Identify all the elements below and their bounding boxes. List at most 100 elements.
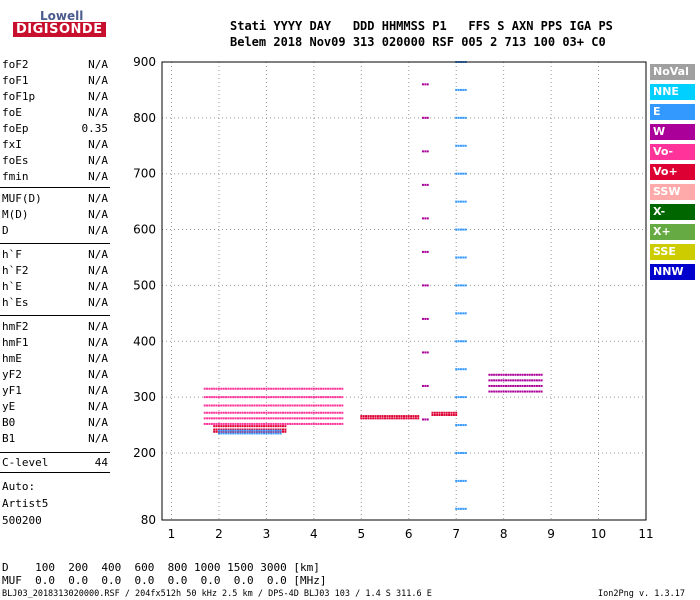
echo-point [533, 373, 536, 376]
param-name: hmF1 [2, 336, 29, 349]
echo-point [384, 417, 387, 420]
echo-point [526, 384, 529, 387]
echo-point [234, 411, 237, 414]
echo-point [445, 411, 448, 414]
echo-point [222, 411, 225, 414]
echo-point [234, 432, 237, 435]
echo-point [424, 150, 427, 153]
echo-point [455, 507, 458, 510]
echo-point [227, 430, 230, 433]
echo-point [217, 411, 220, 414]
echo-point [225, 422, 228, 425]
echo-point [433, 413, 436, 416]
echo-point [265, 396, 268, 399]
echo-point [426, 284, 429, 287]
echo-point [379, 415, 382, 418]
echo-point [251, 417, 254, 420]
echo-point [341, 422, 344, 425]
echo-point [540, 373, 543, 376]
echo-point [255, 429, 258, 432]
echo-point [284, 411, 287, 414]
echo-point [255, 411, 258, 414]
echo-point [251, 429, 254, 432]
echo-point [310, 411, 313, 414]
echo-point [293, 396, 296, 399]
echo-point [512, 390, 515, 393]
echo-point [232, 411, 235, 414]
echo-point [324, 404, 327, 407]
echo-point [443, 413, 446, 416]
echo-point [213, 411, 216, 414]
echo-point [426, 183, 429, 186]
echo-point [234, 425, 237, 428]
param-row: fmin N/A [2, 170, 108, 186]
echo-point [405, 415, 408, 418]
echo-point [244, 387, 247, 390]
echo-point [248, 422, 251, 425]
echo-point [222, 404, 225, 407]
echo-point [331, 422, 334, 425]
echo-point [464, 368, 467, 371]
echo-point [516, 373, 519, 376]
echo-point [457, 368, 460, 371]
param-row: h`F N/A [2, 248, 108, 264]
echo-point [220, 428, 223, 431]
echo-point [213, 404, 216, 407]
echo-point [300, 422, 303, 425]
echo-point [365, 415, 368, 418]
echo-point [457, 256, 460, 259]
param-row: fxI N/A [2, 138, 108, 154]
echo-point [296, 404, 299, 407]
legend-item: Vo- [650, 144, 695, 160]
echo-point [225, 387, 228, 390]
echo-point [464, 200, 467, 203]
echo-point [213, 428, 216, 431]
echo-point [300, 417, 303, 420]
echo-point [502, 373, 505, 376]
echo-point [248, 432, 251, 435]
echo-point [338, 404, 341, 407]
echo-point [234, 429, 237, 432]
param-value: N/A [88, 224, 108, 237]
echo-point [398, 415, 401, 418]
echo-point [229, 430, 232, 433]
echo-point [260, 432, 263, 435]
echo-point [253, 430, 256, 433]
echo-point [455, 312, 458, 315]
param-name: h`F [2, 248, 22, 261]
echo-point [450, 413, 453, 416]
echo-point [229, 396, 232, 399]
echo-point [217, 428, 220, 431]
echo-point [493, 384, 496, 387]
echo-point [220, 432, 223, 435]
echo-point [459, 424, 462, 427]
echo-point [502, 390, 505, 393]
echo-point [220, 429, 223, 432]
echo-point [426, 250, 429, 253]
echo-point [203, 411, 206, 414]
echo-point [331, 411, 334, 414]
echo-point [305, 387, 308, 390]
echo-point [222, 432, 225, 435]
echo-point [213, 417, 216, 420]
echo-point [244, 425, 247, 428]
echo-point [455, 284, 458, 287]
x-tick-label: 7 [452, 527, 460, 541]
param-row: yF1 N/A [2, 384, 108, 400]
echo-point [426, 83, 429, 86]
echo-point [455, 413, 458, 416]
echo-point [232, 428, 235, 431]
echo-point [393, 415, 396, 418]
echo-point [232, 429, 235, 432]
param-row: hmF2 N/A [2, 320, 108, 336]
echo-point [312, 396, 315, 399]
param-row: D N/A [2, 224, 108, 240]
echo-point [277, 432, 280, 435]
echo-point [403, 417, 405, 420]
echo-point [455, 411, 458, 414]
echo-point [505, 390, 508, 393]
echo-point [279, 417, 282, 420]
echo-point [531, 379, 534, 382]
echo-point [253, 429, 256, 432]
echo-point [215, 430, 218, 433]
